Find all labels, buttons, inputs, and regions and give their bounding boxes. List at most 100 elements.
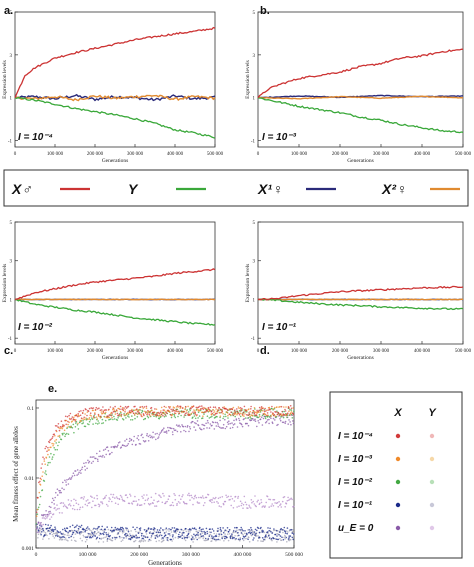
scatter-point [72,529,74,532]
scatter-point [262,409,264,412]
legend-x-dot [395,456,401,462]
scatter-point [129,534,132,537]
scatter-point [102,454,104,457]
scatter-point [152,413,155,416]
scatter-point [174,530,177,533]
scatter-point [55,438,58,441]
scatter-point [164,431,167,433]
scatter-point [125,532,127,535]
scatter-point [40,467,42,469]
scatter-point [90,495,92,498]
scatter-point [73,418,76,421]
scatter-point [291,412,294,415]
scatter-point [107,416,109,419]
scatter-point [88,460,91,463]
scatter-point [179,536,182,538]
scatter-point [117,444,119,447]
scatter-point [234,409,236,412]
scatter-point [63,536,65,539]
scatter-point [97,460,99,463]
scatter-point [246,532,248,535]
scatter-point [191,527,194,530]
scatter-point [68,425,70,428]
scatter-point [109,498,111,501]
scatter-point [249,415,251,418]
scatter-point [58,436,61,438]
scatter-point [287,423,290,425]
scatter-point [41,463,43,465]
scatter-point [264,416,267,418]
scatter-point [234,415,236,418]
scatter-point [232,424,235,426]
scatter-point [88,423,90,426]
scatter-point [41,517,44,519]
scatter-point [243,415,245,417]
scatter-point [97,414,100,416]
scatter-point [38,481,40,484]
scatter-point [98,534,101,536]
series-line [14,298,216,301]
scatter-point [46,534,48,537]
scatter-point [93,497,96,499]
scatter-point [212,530,215,532]
scatter-point [61,538,64,541]
scatter-point [252,418,254,420]
scatter-point [138,408,141,411]
scatter-point [143,539,145,541]
legend-label: X¹♀ [257,181,283,197]
scatter-point [139,531,141,533]
scatter-point [171,527,174,529]
scatter-point [104,411,107,414]
scatter-point [197,534,199,536]
scatter-point [188,492,190,495]
scatter-point [239,539,241,542]
scatter-point [211,537,214,539]
scatter-point [282,538,285,541]
scatter-point [237,531,239,534]
x-tick-label: 500 000 [455,349,472,354]
scatter-point [129,533,131,535]
scatter-point [142,540,145,543]
scatter-point [52,513,55,515]
scatter-point [72,472,75,475]
scatter-point [89,529,91,531]
scatter-point [75,502,78,505]
scatter-point [292,407,295,409]
scatter-point [73,431,75,434]
scatter-point [188,413,191,416]
scatter-point [248,408,250,410]
scatter-point [126,534,129,537]
scatter-point [109,413,112,415]
scatter-point [119,494,122,497]
scatter-point [170,416,173,419]
scatter-point [283,413,285,416]
scatter-point [164,534,167,536]
scatter-point [124,409,126,411]
scatter-point [158,412,161,415]
scatter-point [112,418,114,421]
scatter-point [293,410,295,413]
scatter-point [64,433,67,436]
scatter-point [58,434,61,437]
scatter-point [293,533,295,535]
scatter-point [201,407,204,410]
scatter-point [145,405,148,408]
scatter-point [254,495,256,497]
scatter-point [289,535,292,537]
scatter-point [89,456,92,458]
scatter-point [38,491,41,494]
scatter-point [52,535,54,537]
scatter-point [84,469,87,471]
scatter-point [183,535,185,538]
scatter-point [268,498,270,501]
scatter-point [143,494,145,496]
scatter-point [248,412,250,414]
scatter-point [155,505,158,507]
scatter-point [288,539,291,542]
scatter-point [156,432,158,435]
scatter-point [80,524,83,527]
scatter-point [250,529,253,531]
scatter-point [220,530,223,532]
scatter-point [259,418,262,421]
